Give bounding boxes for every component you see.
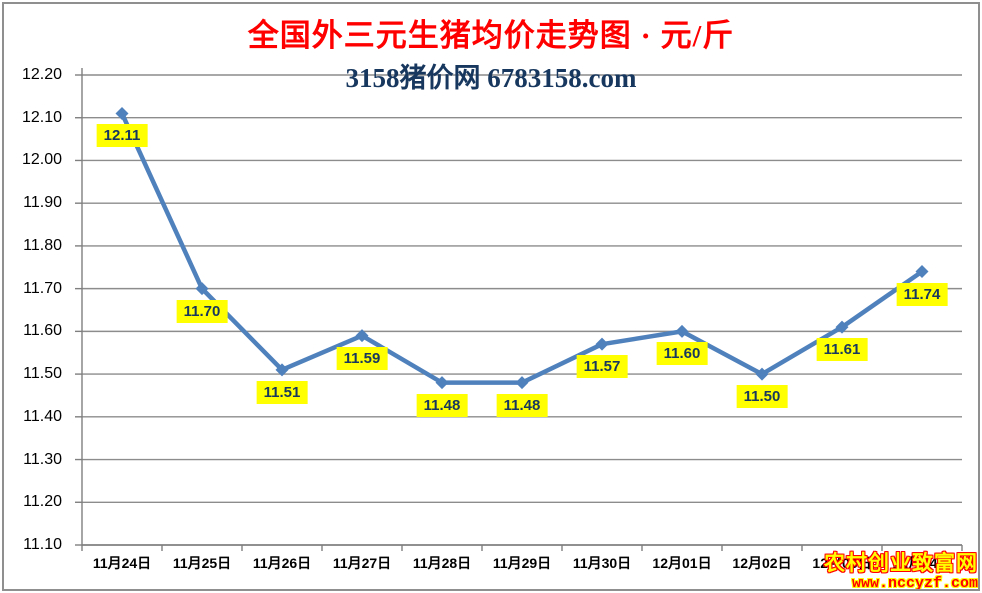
x-axis-tick-label: 12月01日 bbox=[652, 555, 712, 571]
data-point-label: 11.48 bbox=[416, 393, 468, 417]
y-axis-tick-label: 11.10 bbox=[23, 536, 62, 553]
data-point-label: 11.74 bbox=[896, 282, 948, 306]
chart-title: 全国外三元生猪均价走势图 · 元/斤 bbox=[247, 18, 735, 53]
y-axis-tick-label: 11.60 bbox=[23, 322, 62, 340]
watermark-url: www.nccyzf.com bbox=[851, 575, 978, 592]
data-point-label: 11.60 bbox=[656, 342, 708, 366]
data-point-label: 12.11 bbox=[96, 124, 148, 148]
x-axis-tick-label: 11月28日 bbox=[412, 555, 472, 571]
x-axis-tick-label: 12月03日 bbox=[812, 555, 872, 571]
watermark-site-name: 农村创业致富网 bbox=[824, 552, 978, 575]
y-axis-tick-label: 12.20 bbox=[21, 66, 62, 83]
y-axis-tick-label: 11.50 bbox=[23, 365, 62, 383]
x-axis-tick-label: 12月02日 bbox=[732, 555, 792, 571]
data-point-label: 11.48 bbox=[496, 393, 548, 417]
watermark: 农村创业致富网 www.nccyzf.com bbox=[824, 553, 978, 591]
data-point-label: 11.61 bbox=[816, 338, 868, 362]
y-axis-tick-label: 11.80 bbox=[23, 236, 62, 254]
x-axis-tick-label: 11月30日 bbox=[572, 555, 632, 571]
x-axis-tick-label: 11月26日 bbox=[252, 555, 312, 571]
chart-subtitle: 3158猪价网 6783158.com bbox=[345, 63, 637, 93]
data-point-label: 11.59 bbox=[336, 346, 388, 370]
x-axis-tick-label: 12月04日 bbox=[892, 555, 952, 571]
y-axis-tick-label: 12.00 bbox=[21, 151, 62, 169]
y-axis-tick-label: 11.20 bbox=[23, 493, 62, 511]
data-point-label: 11.51 bbox=[256, 380, 308, 404]
y-axis-tick-label: 12.10 bbox=[21, 108, 62, 126]
data-point-label: 11.50 bbox=[736, 385, 788, 409]
x-axis-tick-label: 11月25日 bbox=[172, 555, 232, 571]
x-axis-tick-label: 11月24日 bbox=[92, 555, 152, 571]
y-axis-tick-label: 11.40 bbox=[23, 407, 62, 425]
y-axis-tick-label: 11.90 bbox=[23, 194, 62, 212]
y-axis-tick-label: 11.30 bbox=[23, 450, 62, 468]
y-axis-tick-label: 11.70 bbox=[23, 279, 62, 297]
x-axis-tick-label: 11月27日 bbox=[332, 555, 392, 571]
data-point-label: 11.57 bbox=[576, 355, 628, 379]
x-axis-tick-label: 11月29日 bbox=[492, 555, 552, 571]
data-point-label: 11.70 bbox=[176, 299, 228, 323]
